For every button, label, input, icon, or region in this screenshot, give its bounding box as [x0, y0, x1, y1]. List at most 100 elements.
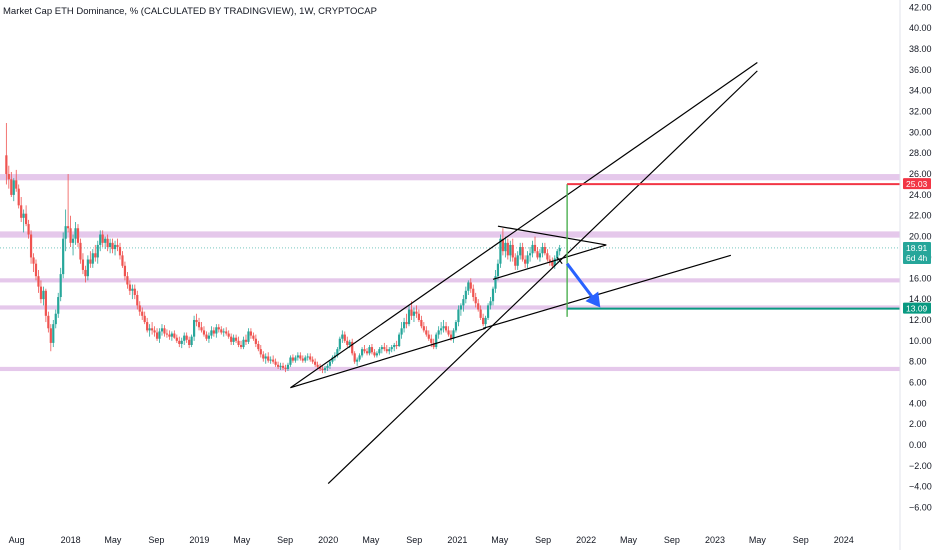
candle-body[interactable] [47, 315, 50, 329]
candle-body[interactable] [435, 334, 438, 348]
candle-body[interactable] [99, 234, 102, 245]
candle-body[interactable] [188, 339, 191, 345]
candle-body[interactable] [158, 331, 161, 339]
candle-body[interactable] [210, 330, 213, 336]
candle-body[interactable] [390, 347, 393, 350]
candle-body[interactable] [190, 336, 193, 345]
candle-body[interactable] [160, 328, 164, 332]
candle-body[interactable] [452, 330, 455, 339]
candle-body[interactable] [346, 340, 349, 345]
candle-body[interactable] [531, 244, 534, 254]
candle-body[interactable] [494, 276, 497, 289]
candle-body[interactable] [365, 351, 369, 354]
candle-body[interactable] [67, 226, 70, 229]
candle-body[interactable] [304, 357, 307, 361]
candle-body[interactable] [195, 319, 198, 323]
candle-body[interactable] [128, 284, 131, 291]
candle-body[interactable] [501, 238, 504, 252]
trend-line-triangle-top[interactable] [497, 225, 607, 246]
candle-body[interactable] [272, 359, 275, 362]
candle-body[interactable] [225, 331, 228, 334]
candle-body[interactable] [86, 259, 89, 277]
candle-body[interactable] [74, 228, 77, 239]
candle-body[interactable] [281, 365, 285, 368]
candle-body[interactable] [321, 368, 324, 370]
candle-body[interactable] [138, 305, 141, 312]
candle-body[interactable] [121, 255, 124, 266]
candle-body[interactable] [264, 356, 267, 359]
candle-body[interactable] [279, 365, 282, 367]
candle-body[interactable] [289, 357, 292, 365]
candle-body[interactable] [104, 238, 107, 243]
candle-body[interactable] [113, 244, 117, 250]
candle-body[interactable] [217, 327, 220, 330]
candle-body[interactable] [148, 328, 151, 331]
candle-body[interactable] [504, 242, 507, 252]
candle-body[interactable] [489, 301, 492, 306]
projection-arrow[interactable] [565, 262, 601, 308]
candle-body[interactable] [521, 247, 524, 260]
candle-body[interactable] [143, 315, 146, 323]
candle-body[interactable] [254, 338, 257, 344]
candle-body[interactable] [27, 224, 30, 235]
candle-body[interactable] [49, 328, 52, 343]
candle-body[interactable] [234, 337, 238, 341]
candle-body[interactable] [415, 311, 418, 314]
candle-body[interactable] [276, 364, 280, 367]
candle-body[interactable] [420, 319, 423, 327]
candle-body[interactable] [467, 282, 470, 291]
candle-body[interactable] [511, 244, 514, 258]
candle-body[interactable] [299, 355, 302, 359]
candle-body[interactable] [524, 259, 527, 264]
candle-body[interactable] [25, 213, 28, 225]
candle-body[interactable] [444, 326, 448, 331]
candle-body[interactable] [464, 290, 467, 300]
candle-body[interactable] [491, 288, 495, 302]
candle-body[interactable] [447, 330, 450, 335]
candle-body[interactable] [153, 330, 156, 333]
candle-body[interactable] [351, 341, 354, 354]
candle-body[interactable] [363, 349, 366, 352]
candle-body[interactable] [173, 333, 176, 338]
candle-body[interactable] [318, 366, 322, 369]
candle-body[interactable] [375, 353, 379, 356]
candle-body[interactable] [227, 333, 230, 337]
candle-body[interactable] [395, 344, 398, 347]
candle-body[interactable] [163, 328, 166, 334]
candle-body[interactable] [543, 247, 546, 254]
candle-body[interactable] [509, 244, 512, 256]
candle-body[interactable] [151, 328, 154, 331]
candle-body[interactable] [425, 330, 428, 335]
candle-body[interactable] [91, 253, 94, 264]
candle-body[interactable] [239, 344, 243, 348]
candle-body[interactable] [430, 338, 433, 343]
candle-body[interactable] [269, 359, 272, 361]
candle-body[interactable] [32, 257, 35, 264]
candle-body[interactable] [296, 355, 299, 358]
candle-body[interactable] [79, 242, 82, 260]
candle-body[interactable] [101, 234, 104, 243]
candle-body[interactable] [207, 335, 211, 339]
candle-body[interactable] [111, 242, 114, 250]
trend-line-channel-lower[interactable] [290, 327, 486, 389]
candle-body[interactable] [81, 259, 85, 270]
candle-body[interactable] [84, 269, 87, 277]
candle-body[interactable] [202, 330, 206, 335]
candle-body[interactable] [286, 364, 290, 369]
candle-body[interactable] [482, 317, 485, 325]
candle-body[interactable] [274, 361, 277, 365]
trend-line-channel-upper[interactable] [290, 62, 758, 389]
candle-body[interactable] [311, 359, 314, 362]
candle-body[interactable] [175, 337, 178, 341]
candle-body[interactable] [71, 238, 75, 243]
candle-body[interactable] [212, 330, 215, 334]
trend-drawings[interactable] [290, 62, 900, 485]
candle-body[interactable] [402, 322, 406, 329]
candle-body[interactable] [459, 305, 462, 310]
candle-body[interactable] [314, 361, 317, 365]
candle-body[interactable] [348, 341, 351, 345]
candle-body[interactable] [449, 334, 453, 339]
candle-body[interactable] [370, 347, 374, 353]
candle-body[interactable] [323, 367, 327, 370]
